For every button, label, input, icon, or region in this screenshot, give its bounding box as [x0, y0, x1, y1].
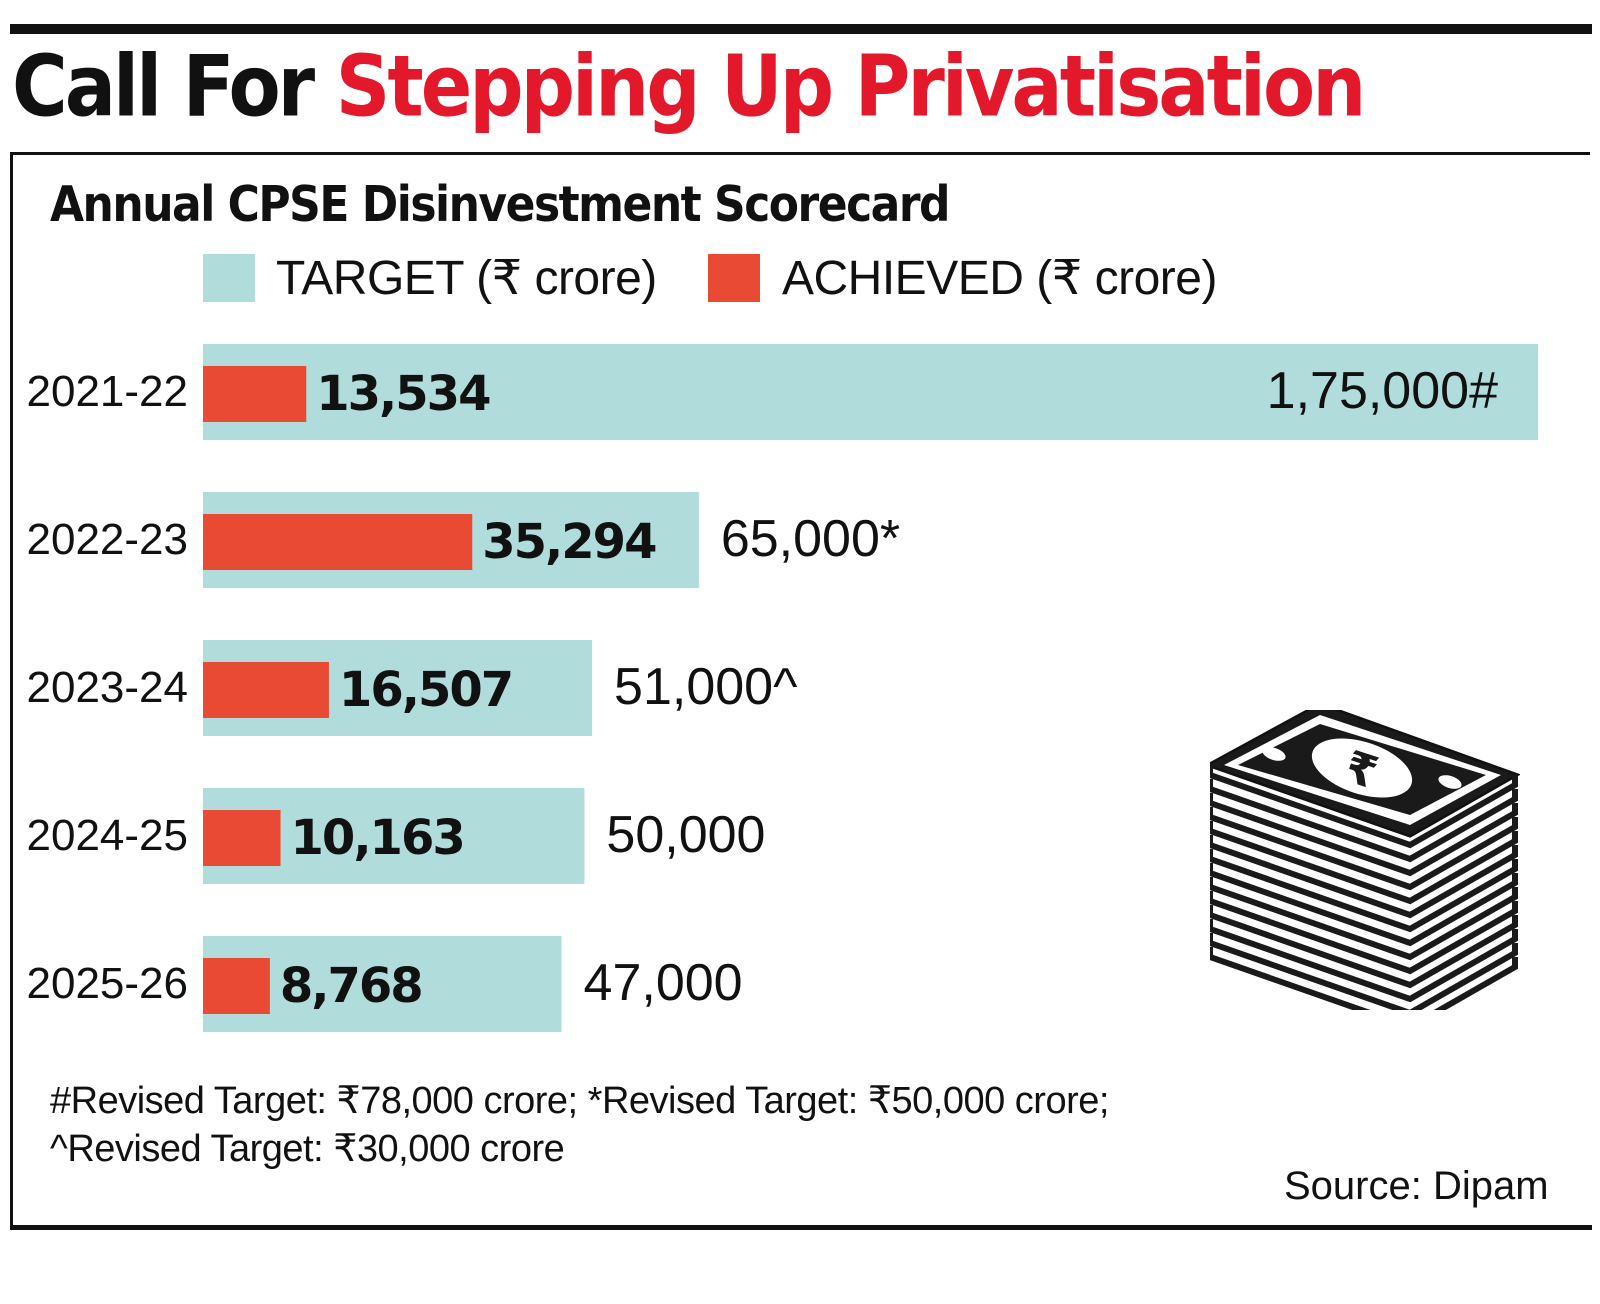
banknote-edge — [1210, 835, 1518, 919]
bottom-rule — [10, 1225, 1592, 1230]
achieved-bar — [203, 366, 307, 422]
year-label: 2025-26 — [27, 959, 188, 1008]
footnote-line2: ^Revised Target: ₹30,000 crore — [50, 1128, 565, 1170]
achieved-value-label: 13,534 — [316, 366, 490, 422]
banknote-edge — [1210, 807, 1518, 891]
year-label: 2021-22 — [27, 367, 188, 416]
target-value-label: 50,000 — [606, 806, 765, 864]
legend-label-target: TARGET (₹ crore) — [276, 252, 657, 305]
banknote-edge — [1210, 877, 1518, 961]
banknote-edge — [1210, 779, 1518, 863]
year-label: 2022-23 — [27, 515, 188, 564]
banknote-edge — [1210, 933, 1518, 1010]
target-value-label: 65,000* — [721, 510, 900, 568]
achieved-value-label: 8,768 — [280, 958, 422, 1014]
headline-part1: Call For — [12, 36, 315, 136]
rupee-banknote-stack-icon: ₹ — [1210, 710, 1520, 1010]
banknote-edge — [1210, 765, 1518, 849]
target-value-label: 47,000 — [584, 954, 743, 1012]
target-bar — [203, 344, 1538, 440]
achieved-bar — [203, 514, 473, 570]
footnote-line1: #Revised Target: ₹78,000 crore; *Revised… — [50, 1080, 1109, 1122]
banknote-edge — [1210, 919, 1518, 1003]
year-label: 2024-25 — [27, 811, 188, 860]
banknote-edge — [1210, 821, 1518, 905]
target-value-label: 1,75,000# — [1267, 362, 1498, 420]
banknote-edge — [1210, 793, 1518, 877]
banknote-edge — [1210, 863, 1518, 947]
achieved-value-label: 35,294 — [482, 514, 656, 570]
banknote-edge — [1210, 947, 1518, 1010]
achieved-bar — [203, 662, 329, 718]
chart-panel — [10, 152, 1590, 1228]
headline: Call For Stepping Up Privatisation — [12, 43, 1366, 129]
banknote-edge — [1210, 849, 1518, 933]
banknote-edge — [1210, 905, 1518, 989]
achieved-value-label: 10,163 — [291, 810, 464, 866]
achieved-bar — [203, 810, 281, 866]
legend-swatch-achieved — [708, 254, 760, 302]
legend-label-achieved: ACHIEVED (₹ crore) — [782, 252, 1217, 305]
achieved-bar — [203, 958, 270, 1014]
year-label: 2023-24 — [27, 663, 188, 712]
top-rule — [10, 24, 1592, 34]
banknote-edge — [1210, 891, 1518, 975]
chart-subtitle: Annual CPSE Disinvestment Scorecard — [50, 176, 951, 234]
achieved-value-label: 16,507 — [339, 662, 512, 718]
legend-swatch-target — [203, 254, 255, 302]
headline-part2: Stepping Up Privatisation — [335, 36, 1367, 136]
target-value-label: 51,000^ — [614, 658, 798, 716]
source-credit: Source: Dipam — [1284, 1164, 1549, 1208]
